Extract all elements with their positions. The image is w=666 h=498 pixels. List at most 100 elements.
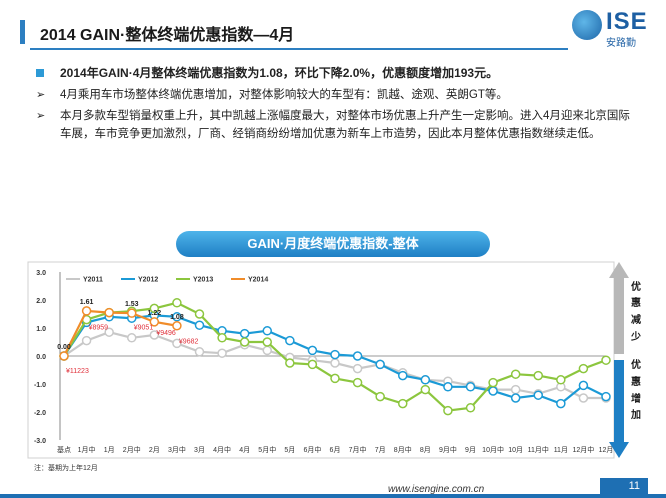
- data-label: 1.61: [80, 299, 94, 306]
- y-tick-label: 2.0: [36, 298, 46, 305]
- x-tick-label: 4月中: [213, 445, 231, 454]
- data-point-y2012: [578, 380, 589, 391]
- price-label: ¥9682: [179, 339, 199, 346]
- price-label: ¥9051: [134, 325, 154, 332]
- data-point-y2012: [307, 345, 318, 356]
- data-point-y2011: [194, 347, 205, 357]
- data-point-y2012: [330, 349, 340, 360]
- data-point-y2013: [420, 384, 431, 395]
- x-tick-label: 2月: [149, 446, 160, 454]
- data-point-y2013: [285, 358, 295, 368]
- data-point-y2013: [465, 403, 476, 413]
- data-point-y2013: [262, 337, 272, 347]
- header: 2014 GAIN·整体终端优惠指数—4月 ISE 安路勤: [0, 0, 666, 58]
- price-label: ¥11223: [66, 368, 89, 375]
- x-tick-label: 2月中: [123, 445, 141, 454]
- footer-url: www.isengine.com.cn: [388, 484, 485, 495]
- side-label-increase: 惠: [631, 375, 641, 388]
- data-point-y2012: [398, 370, 408, 381]
- y-tick-label: 3.0: [36, 270, 46, 277]
- data-point-y2011: [510, 384, 521, 395]
- down-arrow-icon: [609, 360, 629, 458]
- side-label-decrease: 惠: [631, 296, 641, 309]
- x-tick-label: 3月: [194, 446, 205, 454]
- x-tick-label: 11月中: [528, 445, 549, 454]
- x-tick-label: 5月: [284, 446, 295, 454]
- legend-entry: Y2012: [138, 277, 158, 284]
- data-label: 1.22: [148, 310, 162, 317]
- x-tick-label: 7月: [375, 446, 386, 454]
- legend-entry: Y2011: [83, 277, 103, 284]
- data-point-y2011: [149, 330, 160, 340]
- bullet-sub-2: ➢ 本月多款车型销量权重上升，其中凯越上涨幅度最大，对整体市场优惠上升产生一定影…: [36, 107, 636, 143]
- data-point-y2013: [398, 398, 408, 409]
- data-point-y2012: [556, 398, 566, 409]
- data-point-y2012: [510, 393, 521, 403]
- data-point-y2014: [149, 317, 160, 327]
- title-underline: [30, 48, 568, 50]
- footer-stripe: [0, 494, 666, 498]
- x-tick-label: 10月: [508, 446, 523, 454]
- data-point-y2011: [330, 358, 340, 368]
- data-point-y2012: [194, 320, 205, 330]
- data-point-y2013: [443, 405, 453, 416]
- bullet-sub-1: ➢ 4月乘用车市场整体终端优惠增加，对整体影响较大的车型有：凯越、途观、英朗GT…: [36, 86, 636, 104]
- data-point-y2014: [59, 351, 69, 361]
- chart-footnote: 注：基期为上年12月: [34, 465, 98, 472]
- data-point-y2012: [533, 390, 543, 400]
- side-label-decrease: 少: [630, 330, 641, 343]
- side-label-increase: 优: [631, 358, 641, 371]
- page-title: 2014 GAIN·整体终端优惠指数—4月: [40, 27, 295, 44]
- bullet-list: 2014年GAIN·4月整体终端优惠指数为1.08，环比下降2.0%，优惠额度增…: [36, 64, 636, 146]
- logo-text: ISE: [606, 8, 648, 35]
- x-tick-label: 7月中: [349, 445, 367, 454]
- data-point-y2013: [601, 355, 611, 365]
- x-tick-label: 6月中: [303, 445, 321, 454]
- data-point-y2014: [127, 308, 137, 318]
- x-tick-label: 9月中: [439, 445, 457, 454]
- data-point-y2011: [352, 363, 363, 374]
- bullet-main: 2014年GAIN·4月整体终端优惠指数为1.08，环比下降2.0%，优惠额度增…: [36, 64, 636, 82]
- title-accent-bar: [20, 20, 25, 44]
- ise-logo: ISE 安路勤: [572, 8, 662, 49]
- data-point-y2012: [443, 382, 453, 392]
- data-point-y2013: [352, 377, 363, 388]
- data-point-y2013: [578, 363, 589, 374]
- legend-entry: Y2013: [193, 277, 213, 284]
- x-tick-label: 4月: [239, 446, 250, 454]
- x-tick-label: 12月中: [573, 445, 595, 454]
- y-tick-label: 0.0: [36, 354, 46, 361]
- side-label-increase: 增: [631, 392, 641, 405]
- arrow-bullet-icon: ➢: [36, 110, 46, 122]
- data-label: 1.08: [170, 314, 184, 321]
- x-tick-label: 11月: [554, 446, 568, 454]
- data-point-y2013: [330, 373, 340, 384]
- data-point-y2012: [239, 328, 250, 339]
- side-label-decrease: 优: [631, 280, 641, 293]
- y-tick-label: -1.0: [34, 382, 46, 389]
- data-label: 1.53: [125, 301, 139, 308]
- x-tick-label: 6月: [330, 446, 341, 454]
- data-point-y2011: [262, 345, 272, 356]
- data-point-y2012: [420, 375, 431, 385]
- data-point-y2013: [194, 309, 205, 319]
- chart-title: GAIN·月度终端优惠指数-整体: [176, 231, 490, 257]
- logo-globe-icon: [572, 10, 602, 40]
- data-point-y2013: [172, 298, 182, 308]
- x-tick-label: 10月中: [482, 445, 504, 454]
- data-point-y2013: [556, 375, 566, 385]
- x-tick-label: 12月: [599, 446, 614, 454]
- data-point-y2012: [352, 351, 363, 361]
- data-point-y2014: [81, 306, 92, 316]
- data-point-y2013: [239, 337, 250, 347]
- x-tick-label: 5月中: [258, 445, 276, 454]
- up-arrow-icon: [609, 262, 629, 354]
- plot-frame: [27, 261, 615, 459]
- data-point-y2011: [172, 338, 182, 349]
- side-label-decrease: 减: [631, 313, 641, 326]
- x-tick-label: 8月: [420, 446, 431, 454]
- bullet-sub-1-text: 4月乘用车市场整体终端优惠增加，对整体影响较大的车型有：凯越、途观、英朗GT等。: [60, 89, 508, 101]
- data-point-y2012: [172, 312, 182, 322]
- data-point-y2011: [217, 348, 227, 358]
